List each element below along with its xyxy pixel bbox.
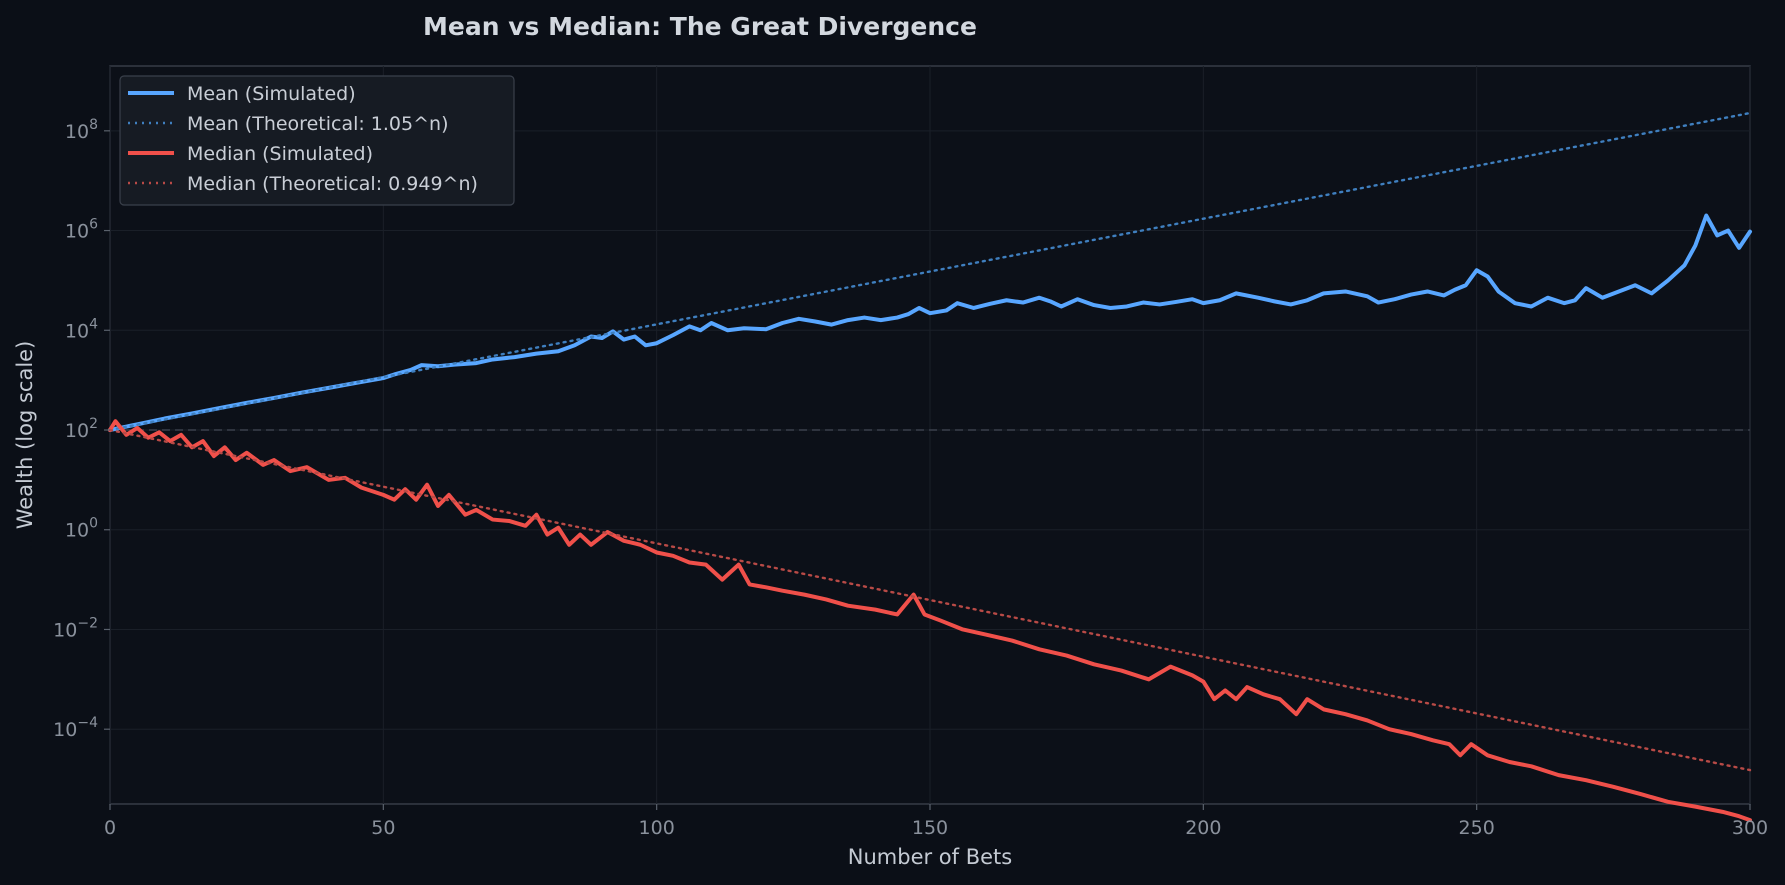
legend-label: Median (Theoretical: 0.949^n) <box>187 173 478 195</box>
series-line-3 <box>108 428 1752 772</box>
y-tick-label: 100 <box>65 516 98 542</box>
y-tick-base: 10 <box>53 619 77 641</box>
y-tick-label: 104 <box>65 316 98 342</box>
y-tick-exponent: 4 <box>89 316 98 332</box>
x-tick-label: 300 <box>1732 817 1768 839</box>
x-tick-label: 50 <box>371 817 395 839</box>
series-line-2 <box>108 419 1752 823</box>
x-tick-label: 150 <box>912 817 948 839</box>
y-tick-label: 106 <box>65 217 98 243</box>
y-tick-label: 10−4 <box>53 715 98 741</box>
legend-label: Median (Simulated) <box>187 143 373 165</box>
y-tick-base: 10 <box>65 320 89 342</box>
y-tick-exponent: 0 <box>89 516 98 532</box>
series-line-0 <box>108 213 1752 433</box>
x-tick-label: 100 <box>639 817 675 839</box>
y-axis-label: Wealth (log scale) <box>13 341 37 530</box>
legend-box <box>119 75 515 206</box>
x-axis-ticks: 0 50 100 150 200 250 300 <box>104 804 1768 839</box>
y-tick-label: 102 <box>65 416 98 442</box>
y-tick-exponent: 2 <box>89 416 98 432</box>
x-axis-label: Number of Bets <box>848 845 1012 869</box>
y-tick-base: 10 <box>65 121 89 143</box>
y-tick-base: 10 <box>65 221 89 243</box>
y-tick-base: 10 <box>65 520 89 542</box>
y-tick-exponent: −4 <box>77 715 98 731</box>
legend: Mean (Simulated) Mean (Theoretical: 1.05^… <box>119 75 515 206</box>
legend-label: Mean (Simulated) <box>187 83 356 105</box>
x-tick-label: 0 <box>104 817 116 839</box>
y-tick-exponent: −2 <box>77 615 98 631</box>
legend-label: Mean (Theoretical: 1.05^n) <box>187 113 448 135</box>
y-tick-base: 10 <box>53 719 77 741</box>
y-tick-base: 10 <box>65 420 89 442</box>
series-line-1 <box>108 111 1752 432</box>
x-tick-label: 200 <box>1185 817 1221 839</box>
y-tick-label: 108 <box>65 117 98 143</box>
y-tick-label: 10−2 <box>53 615 98 641</box>
y-tick-exponent: 6 <box>89 217 98 233</box>
x-tick-label: 250 <box>1459 817 1495 839</box>
chart-title: Mean vs Median: The Great Divergence <box>423 12 977 41</box>
y-tick-exponent: 8 <box>89 117 98 133</box>
series-lines <box>108 111 1752 823</box>
